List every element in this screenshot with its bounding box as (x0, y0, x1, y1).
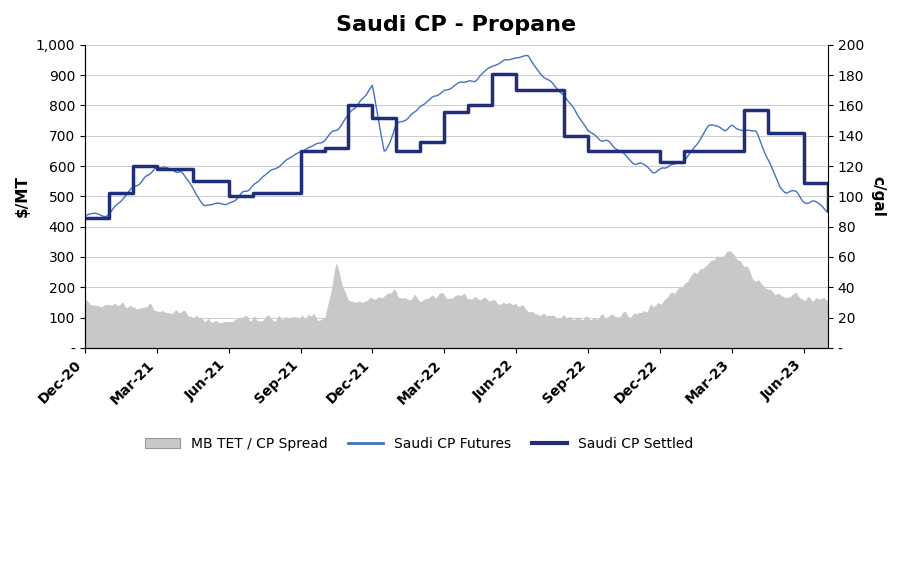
Legend: MB TET / CP Spread, Saudi CP Futures, Saudi CP Settled: MB TET / CP Spread, Saudi CP Futures, Sa… (140, 431, 699, 456)
Y-axis label: $/MT: $/MT (15, 175, 30, 217)
Title: Saudi CP - Propane: Saudi CP - Propane (337, 15, 576, 35)
Y-axis label: c/gal: c/gal (870, 176, 885, 217)
